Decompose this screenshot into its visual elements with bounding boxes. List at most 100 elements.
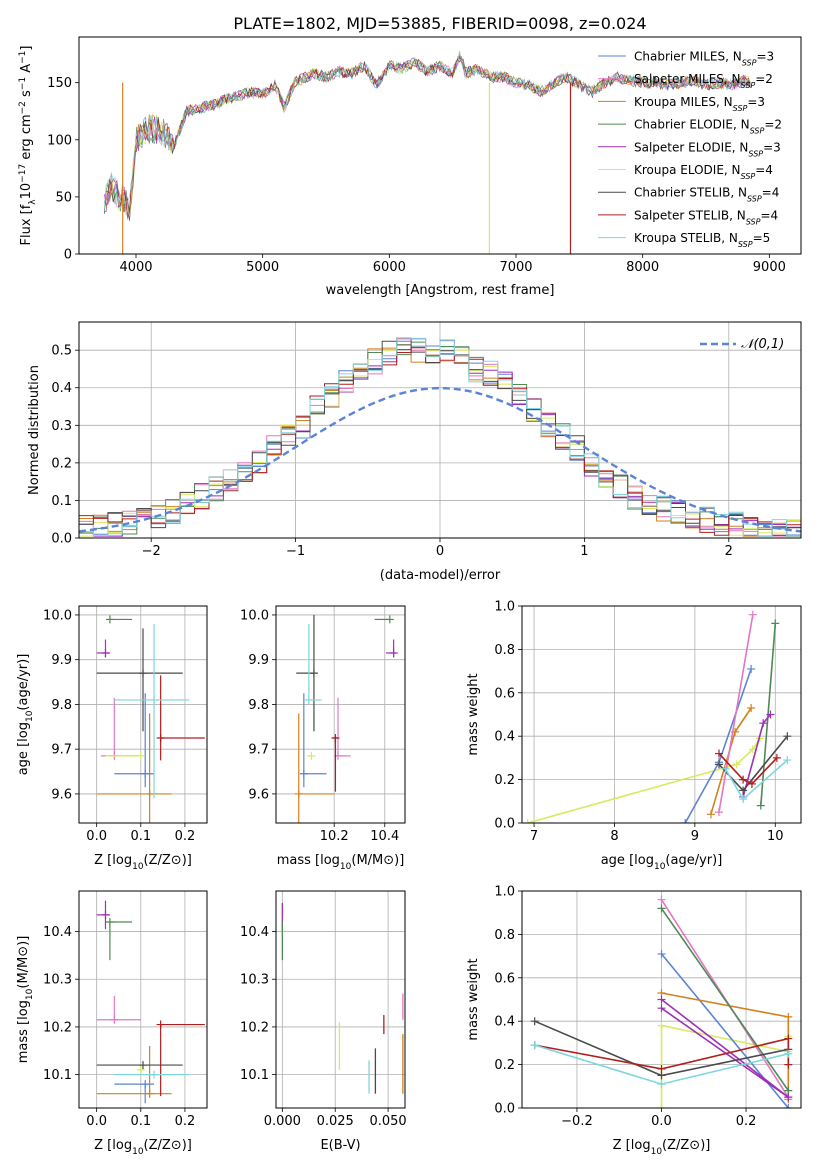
x-axis-label: (data-model)/error	[380, 568, 501, 583]
x-axis-label: mass [log10(M/M⊙)]	[277, 853, 405, 872]
y-tick-label: 100	[47, 133, 72, 148]
point-KS	[150, 695, 159, 704]
weight-marker-KS	[657, 1080, 666, 1089]
x-tick-label: 8000	[626, 260, 659, 275]
axes-massweight_vs_Z: −0.2 0.0 0.2 0.0 0.2 0.4 0.6 0.8 1.0 Z [log10(Z/Z…	[466, 885, 802, 1157]
axes-residuals: −2 −1 0 1 2 0.0 0.1 0.2 0.3 0.4 0.5 (data-model)/er…	[27, 321, 802, 583]
weight-marker-KM	[747, 703, 756, 712]
weight-marker-CM	[747, 664, 756, 673]
histogram-SS	[79, 347, 801, 536]
axes-mass_vs_Z: 0.0 0.1 0.2 10.1 10.2 10.3 10.4 Z [log10(Z/Z⊙)]…	[16, 890, 208, 1157]
plot-area-mass_vs_ebv	[281, 902, 404, 1094]
weight-marker-KM	[706, 810, 715, 819]
weight-marker-SE	[759, 719, 768, 728]
point-KS	[304, 695, 313, 704]
x-tick-label: 8	[610, 829, 618, 844]
point-CE	[105, 918, 114, 926]
axes-frame	[275, 890, 406, 1109]
weight-marker-CM	[657, 949, 666, 958]
y-tick-label: 1.0	[494, 885, 515, 900]
weight-marker-SM	[657, 895, 666, 904]
weight-marker-SS	[772, 753, 781, 762]
weight-marker-KE	[523, 819, 532, 823]
x-tick-label: 0.1	[130, 829, 151, 844]
x-tick-label: 9	[691, 829, 699, 844]
weight-marker-SE	[766, 710, 775, 719]
x-tick-label: 0.2	[736, 1114, 757, 1129]
weight-line-CE	[660, 907, 789, 1092]
y-tick-label: 10.1	[43, 1068, 72, 1083]
x-tick-label: 7	[530, 829, 538, 844]
y-tick-label: 0.0	[51, 532, 72, 547]
weight-marker-KS	[784, 1049, 793, 1058]
weight-marker-KE	[657, 1104, 666, 1108]
y-tick-label: 0.2	[51, 456, 72, 471]
y-tick-label: 50	[55, 190, 72, 205]
weight-marker-CS	[739, 786, 748, 795]
y-tick-label: 0.2	[494, 773, 515, 788]
y-tick-label: 0.4	[494, 730, 515, 745]
plot-area-mass_vs_Z	[96, 900, 205, 1104]
weight-marker-KS	[530, 1041, 539, 1050]
y-tick-label: 10.2	[43, 1020, 72, 1035]
axes-frame	[78, 605, 208, 824]
weight-marker-SM	[748, 610, 757, 619]
y-tick-label: 0.3	[51, 419, 72, 434]
point-CM	[141, 769, 150, 778]
y-tick-label: 0.0	[494, 817, 515, 832]
y-axis-label: mass [log10(M/M⊙)]	[16, 936, 35, 1064]
weight-marker-KS	[739, 795, 748, 804]
point-KM	[145, 789, 154, 798]
legend-label-SE: Salpeter ELODIE, NSSP=3	[634, 140, 781, 158]
weight-marker-KM	[784, 1012, 793, 1021]
weight-marker-CM	[681, 819, 690, 823]
weight-marker-CS	[783, 732, 792, 741]
weight-marker-KS	[783, 756, 792, 765]
point-KE	[136, 1065, 145, 1074]
spectrum-legend: Chabrier MILES, NSSP=3 Salpeter MILES, NS…	[598, 50, 782, 249]
x-tick-label: 0.0	[86, 829, 107, 844]
weight-marker-CE	[657, 904, 666, 913]
spectrum-line-SS	[104, 55, 751, 218]
y-tick-label: 9.7	[51, 743, 72, 758]
legend-label-KS: Kroupa STELIB, NSSP=5	[634, 231, 770, 249]
point-CE	[105, 615, 114, 624]
point-KM	[294, 789, 303, 798]
axes-mass_vs_ebv: 0.000 0.025 0.050 10.1 10.2 10.3 10.4 E(B-V)	[240, 890, 407, 1153]
y-tick-label: 9.9	[51, 653, 72, 668]
point-SM	[110, 1015, 119, 1024]
x-tick-label: 4000	[119, 260, 152, 275]
legend-label-KE: Kroupa ELODIE, NSSP=4	[634, 163, 773, 181]
axes-frame	[275, 605, 406, 824]
weight-marker-CE	[756, 801, 765, 810]
weight-marker-KS	[721, 764, 730, 773]
legend-label-SM: Salpeter MILES, NSSP=2	[634, 72, 773, 90]
x-tick-label: 10.4	[370, 829, 399, 844]
x-axis-label: wavelength [Angstrom, rest frame]	[326, 283, 555, 298]
weight-line-SS	[718, 753, 778, 785]
weight-marker-SM	[714, 808, 723, 817]
weight-marker-SS	[714, 749, 723, 758]
x-tick-label: 0.050	[369, 1114, 406, 1129]
histogram-KS	[79, 337, 801, 537]
y-tick-label: 9.9	[248, 653, 269, 668]
y-tick-label: 0	[64, 248, 72, 263]
y-tick-label: 9.8	[51, 698, 72, 713]
point-KM	[145, 1089, 154, 1098]
y-tick-label: 0.8	[494, 928, 515, 943]
x-axis-label: Z [log10(Z/Z⊙)]	[94, 1138, 192, 1157]
weight-marker-SS	[784, 1034, 793, 1043]
point-SS	[156, 1020, 165, 1029]
legend-label-CM: Chabrier MILES, NSSP=3	[634, 50, 774, 68]
y-tick-label: 0.6	[494, 686, 515, 701]
y-tick-label: 10.3	[43, 973, 72, 988]
y-tick-label: 150	[47, 76, 72, 91]
x-tick-label: 7000	[499, 260, 532, 275]
normal-curve	[79, 386, 801, 533]
x-tick-label: 0.2	[175, 829, 196, 844]
x-tick-label: 6000	[373, 260, 406, 275]
y-tick-label: 9.8	[248, 698, 269, 713]
weight-marker-CS	[530, 1017, 539, 1026]
point-CE	[385, 615, 394, 624]
